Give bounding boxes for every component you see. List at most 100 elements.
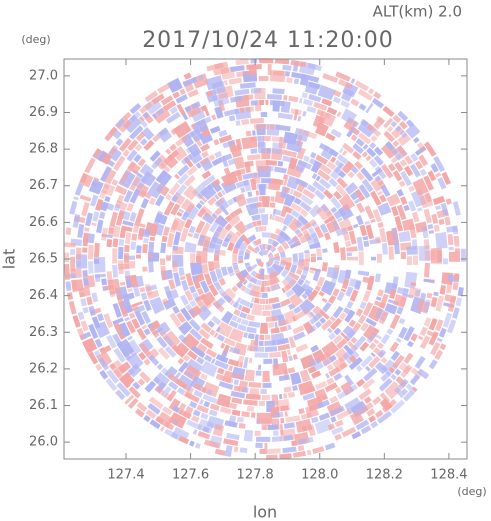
echo-cell <box>342 142 355 154</box>
echo-cell <box>448 251 460 262</box>
echo-cell <box>399 296 407 307</box>
echo-cell <box>124 232 132 244</box>
echo-cell <box>218 277 226 286</box>
echo-cell <box>297 214 309 226</box>
echo-cell <box>288 95 299 103</box>
echo-cell <box>274 270 280 277</box>
echo-cell <box>338 147 344 154</box>
echo-cell <box>288 336 297 349</box>
echo-cell <box>132 381 141 390</box>
echo-cell <box>246 314 255 321</box>
echo-cell <box>366 147 377 158</box>
echo-cell <box>59 238 64 243</box>
echo-cell <box>243 357 249 369</box>
echo-cell <box>362 236 369 241</box>
echo-cell <box>445 198 452 205</box>
echo-cell <box>293 78 299 85</box>
echo-cell <box>311 221 319 228</box>
echo-cell <box>202 394 218 404</box>
echo-cell <box>389 314 401 330</box>
echo-cell <box>356 236 364 251</box>
echo-cell <box>255 190 259 196</box>
echo-cell <box>91 316 101 329</box>
echo-cell <box>183 184 199 201</box>
echo-cell <box>332 288 340 297</box>
echo-cell <box>231 168 246 178</box>
echo-cell <box>172 121 192 139</box>
echo-cell <box>214 448 226 456</box>
echo-cell <box>161 235 168 243</box>
echo-cell <box>109 290 116 298</box>
echo-cell <box>288 278 297 287</box>
echo-cell <box>256 184 268 190</box>
echo-cell <box>79 173 88 184</box>
echo-cell <box>327 327 333 334</box>
echo-cell <box>322 248 328 253</box>
echo-cell <box>319 317 327 325</box>
echo-cell <box>172 371 182 383</box>
echo-cell <box>368 356 381 369</box>
echo-cell <box>189 285 197 294</box>
echo-cell <box>363 240 370 247</box>
echo-cell <box>147 320 161 332</box>
echo-cell <box>392 231 399 243</box>
echo-cell <box>435 231 448 249</box>
echo-cell <box>223 80 228 86</box>
echo-cell <box>231 409 241 416</box>
echo-cell <box>346 300 354 309</box>
echo-cell <box>333 190 342 200</box>
echo-cell <box>122 149 130 157</box>
echo-cell <box>315 381 328 391</box>
echo-cell <box>374 165 387 180</box>
echo-cell <box>236 194 244 201</box>
echo-cell <box>317 276 325 287</box>
echo-cell <box>214 150 223 159</box>
echo-cell <box>176 211 183 217</box>
echo-cell <box>200 280 210 294</box>
echo-cell <box>141 127 155 141</box>
echo-cell <box>276 283 281 290</box>
echo-cell <box>316 109 325 117</box>
echo-cell <box>408 200 417 212</box>
echo-cell <box>175 135 189 147</box>
echo-cell <box>340 381 355 396</box>
echo-cell <box>234 241 242 249</box>
echo-cell <box>277 112 293 120</box>
echo-cell <box>230 65 245 73</box>
echo-cell <box>388 246 394 260</box>
echo-cell <box>176 103 186 116</box>
echo-cell <box>330 128 342 138</box>
echo-cell <box>416 207 423 212</box>
echo-cell <box>88 323 99 340</box>
echo-cell <box>391 412 405 425</box>
echo-cell <box>328 354 337 363</box>
echo-cell <box>290 209 301 219</box>
echo-cell <box>406 115 419 128</box>
echo-cell <box>228 115 236 122</box>
echo-cell <box>403 204 410 212</box>
echo-cell <box>84 157 96 174</box>
echo-cell <box>160 258 166 266</box>
echo-cell <box>351 431 362 440</box>
echo-cell <box>410 367 423 379</box>
echo-cell <box>233 207 243 216</box>
echo-cell <box>191 345 206 359</box>
echo-cell <box>403 352 414 364</box>
echo-cell <box>258 262 264 268</box>
echo-cell <box>419 168 427 177</box>
echo-cell <box>363 367 378 382</box>
echo-cell <box>205 348 217 358</box>
echo-cell <box>70 256 76 272</box>
echo-cell <box>428 230 434 234</box>
echo-cell <box>306 184 317 193</box>
echo-cell <box>152 113 158 119</box>
echo-cell <box>325 132 336 142</box>
echo-cell <box>128 312 136 320</box>
echo-cell <box>321 297 328 303</box>
echo-cell <box>440 202 449 216</box>
echo-cell <box>185 273 194 287</box>
y-tick-label: 26.0 <box>29 435 58 450</box>
echo-cell <box>203 354 213 363</box>
echo-cell <box>65 281 72 291</box>
echo-cell <box>279 453 292 460</box>
